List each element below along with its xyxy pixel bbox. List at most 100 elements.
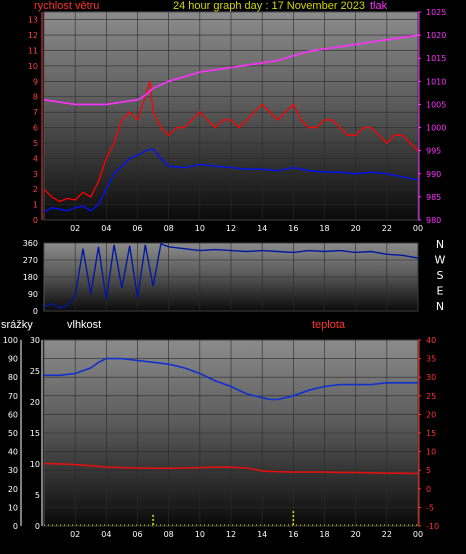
humidity-tick-label: 5 xyxy=(35,491,40,500)
wind-direction-line xyxy=(43,242,419,309)
wind-tick-label: 4 xyxy=(33,154,38,163)
pressure-tick-label: 980 xyxy=(426,216,441,225)
time-tick-label: 04 xyxy=(101,530,111,539)
wind-speed-label: rychlost větru xyxy=(34,0,100,12)
pressure-tick-label: 1015 xyxy=(426,54,446,63)
pressure-tick-label: 1025 xyxy=(426,8,446,17)
wind-tick-label: 3 xyxy=(33,170,38,179)
pressure-tick-label: 1005 xyxy=(426,100,446,109)
wind-gust-line xyxy=(43,81,419,203)
temperature-tick-label: 40 xyxy=(426,336,436,345)
temperature-tick-label: 35 xyxy=(426,355,436,364)
time-tick-label: 22 xyxy=(382,530,392,539)
time-tick-label: 16 xyxy=(288,224,298,233)
direction-axis: 0 90 180 270 360 xyxy=(23,239,38,316)
time-tick-label: 08 xyxy=(164,530,174,539)
time-tick-label: 22 xyxy=(382,224,392,233)
rain-bars xyxy=(44,511,418,526)
time-tick-label: 18 xyxy=(319,224,329,233)
rain-tick-label: 40 xyxy=(8,448,18,457)
pressure-line xyxy=(43,34,419,106)
time-tick-label: 18 xyxy=(319,530,329,539)
pressure-tick-label: 985 xyxy=(426,193,441,202)
pressure-tick-label: 1010 xyxy=(426,77,446,86)
rain-tick-label: 30 xyxy=(8,466,18,475)
temperature-tick-label: 30 xyxy=(426,373,436,382)
pressure-tick-label: 1000 xyxy=(426,124,446,133)
compass-letter: E xyxy=(437,285,444,298)
wind-tick-label: 12 xyxy=(28,31,38,40)
rain-tick-label: 90 xyxy=(8,355,18,364)
temperature-tick-label: 10 xyxy=(426,448,436,457)
wind-tick-label: 0 xyxy=(33,216,38,225)
temperature-tick-label: 0 xyxy=(426,485,431,494)
page-title: 24 hour graph day : 17 November 2023 xyxy=(173,0,366,12)
rain-tick-label: 70 xyxy=(8,392,18,401)
compass-letter: S xyxy=(437,269,444,282)
time-tick-label: 10 xyxy=(195,224,205,233)
time-tick-label: 00 xyxy=(413,224,423,233)
direction-tick-label: 180 xyxy=(23,273,38,282)
rain-tick-label: 20 xyxy=(8,485,18,494)
compass-letter: N xyxy=(436,300,444,313)
rain-tick-label: 100 xyxy=(3,336,18,345)
direction-tick-label: 360 xyxy=(23,239,38,248)
temperature-tick-label: 5 xyxy=(426,466,431,475)
wind-tick-label: 10 xyxy=(28,62,38,71)
wind-tick-label: 5 xyxy=(33,139,38,148)
time-tick-label: 14 xyxy=(257,224,267,233)
temperature-tick-label: 20 xyxy=(426,410,436,419)
pressure-label: tlak xyxy=(370,0,388,12)
humidity-tick-label: 15 xyxy=(30,429,40,438)
time-tick-label: 20 xyxy=(351,530,361,539)
rain-tick-label: 80 xyxy=(8,373,18,382)
rain-axis: 0 10 20 30 40 50 60 70 80 90 100 xyxy=(3,336,22,531)
humidity-tick-label: 30 xyxy=(30,336,40,345)
climate-time-axis: 02 04 06 08 10 12 14 16 18 20 22 00 xyxy=(70,530,423,539)
time-tick-label: 20 xyxy=(351,224,361,233)
temperature-tick-label: -5 xyxy=(426,503,434,512)
time-tick-label: 12 xyxy=(226,530,236,539)
humidity-line xyxy=(44,357,418,401)
temperature-line xyxy=(43,462,419,475)
wind-tick-label: 2 xyxy=(33,185,38,194)
pressure-tick-label: 1020 xyxy=(426,31,446,40)
pressure-axis: 980 985 990 995 1000 1005 1010 1015 1020 1025 xyxy=(418,8,446,225)
direction-tick-label: 270 xyxy=(23,256,38,265)
rain-label: srážky xyxy=(1,319,33,331)
humidity-tick-label: 0 xyxy=(35,522,40,531)
time-tick-label: 06 xyxy=(132,530,142,539)
direction-tick-label: 0 xyxy=(33,307,38,316)
humidity-tick-label: 25 xyxy=(30,367,40,376)
time-tick-label: 16 xyxy=(288,530,298,539)
wind-tick-label: 1 xyxy=(33,201,38,210)
time-tick-label: 14 xyxy=(257,530,267,539)
temperature-axis: -10 -5 0 5 10 15 20 25 30 35 40 xyxy=(418,336,439,531)
temperature-tick-label: -10 xyxy=(426,522,439,531)
rain-tick-label: 0 xyxy=(13,522,18,531)
time-tick-label: 08 xyxy=(164,224,174,233)
time-tick-label: 06 xyxy=(132,224,142,233)
compass-letter: N xyxy=(436,238,444,251)
direction-tick-label: 90 xyxy=(28,290,38,299)
wind-tick-label: 11 xyxy=(28,47,38,56)
rain-tick-label: 10 xyxy=(8,503,18,512)
time-tick-label: 02 xyxy=(70,224,80,233)
time-tick-label: 04 xyxy=(101,224,111,233)
time-tick-label: 10 xyxy=(195,530,205,539)
rain-tick-label: 60 xyxy=(8,410,18,419)
temperature-tick-label: 25 xyxy=(426,392,436,401)
wind-average-line xyxy=(43,148,419,213)
pressure-tick-label: 990 xyxy=(426,170,441,179)
temperature-label: teplota xyxy=(312,319,346,331)
wind-grid xyxy=(44,12,419,221)
temperature-tick-label: 15 xyxy=(426,429,436,438)
time-tick-label: 02 xyxy=(70,530,80,539)
humidity-label: vlhkost xyxy=(67,319,102,331)
time-tick-label: 00 xyxy=(413,530,423,539)
time-tick-label: 12 xyxy=(226,224,236,233)
